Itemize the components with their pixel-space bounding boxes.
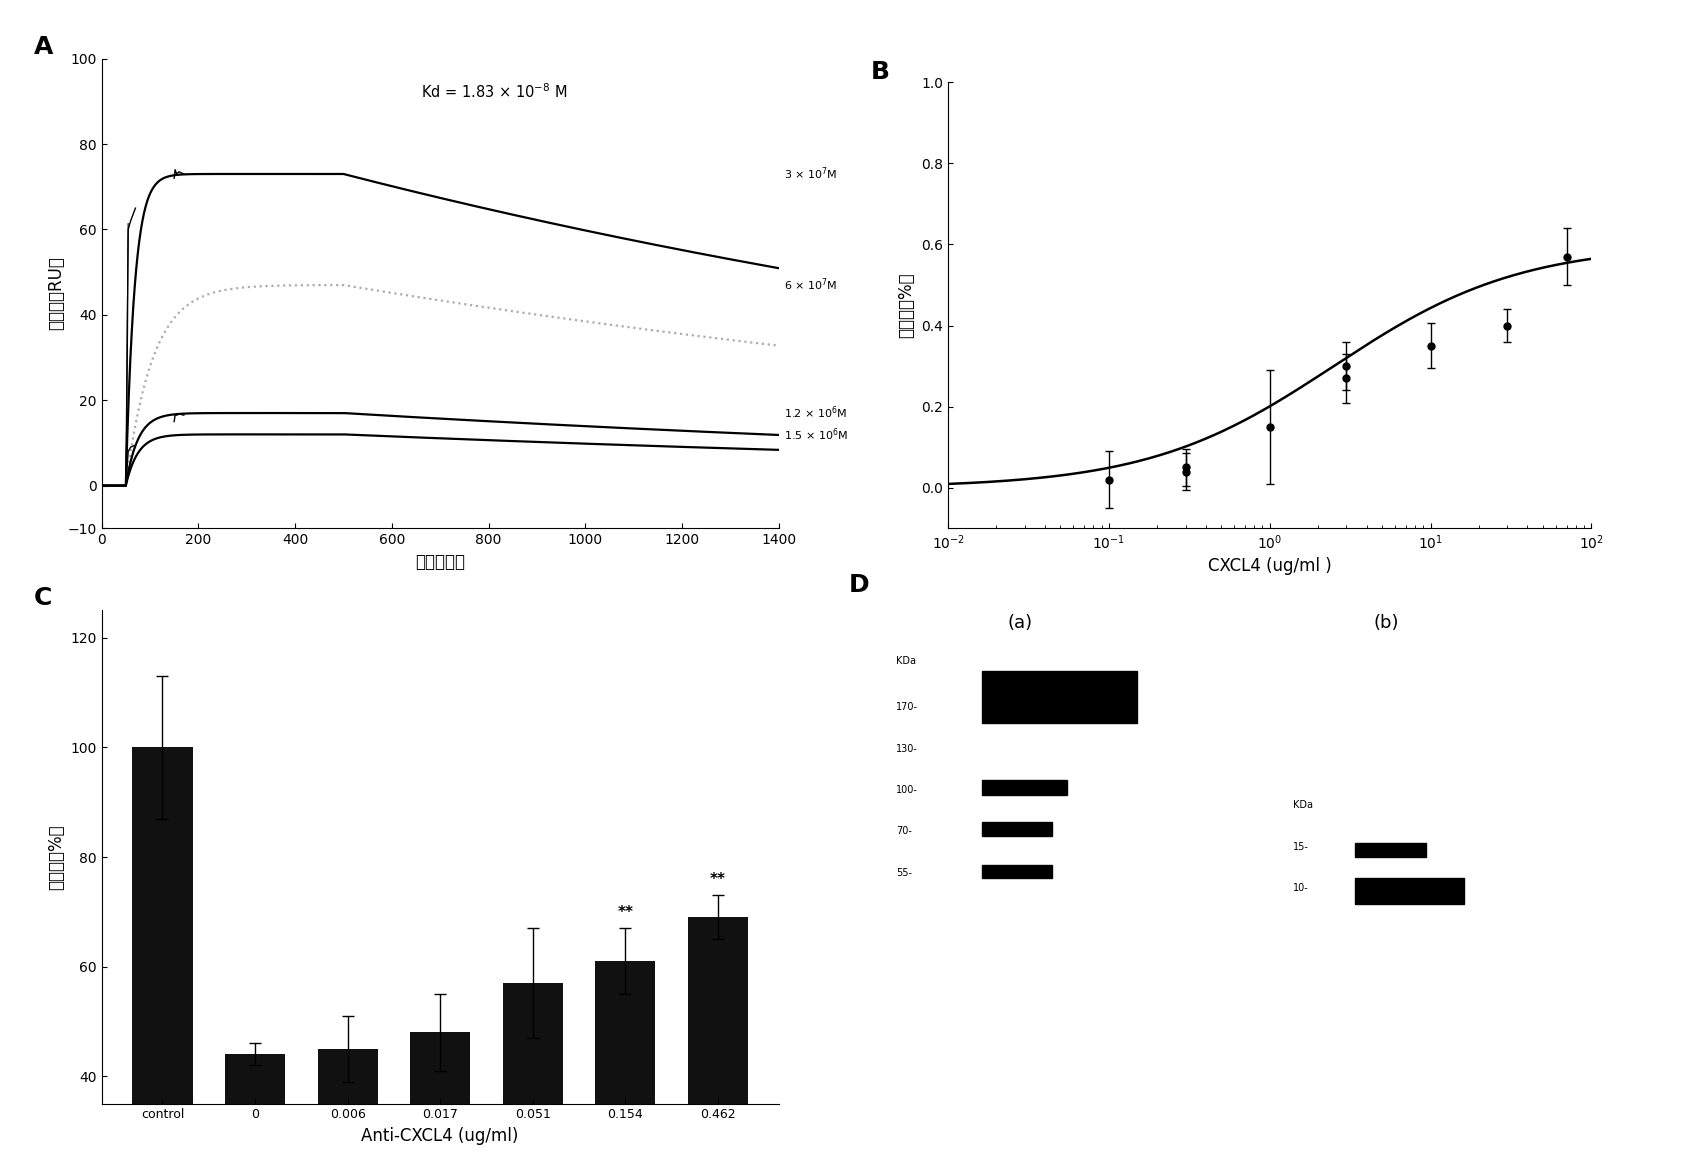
Bar: [687, 917, 748, 1174]
Bar: [596, 962, 655, 1174]
Text: Kd = 1.83 × 10$^{-8}$ M: Kd = 1.83 × 10$^{-8}$ M: [422, 82, 567, 101]
Text: **: **: [618, 905, 633, 920]
Text: 55-: 55-: [896, 868, 913, 877]
Text: 170-: 170-: [896, 702, 918, 713]
Text: A: A: [34, 35, 52, 59]
Y-axis label: 响应値（RU）: 响应値（RU）: [47, 257, 64, 330]
Text: (b): (b): [1373, 614, 1400, 633]
Text: 130-: 130-: [896, 743, 918, 754]
Text: 100-: 100-: [896, 785, 918, 795]
Bar: [982, 822, 1051, 836]
Text: 10-: 10-: [1293, 883, 1309, 893]
Text: 70-: 70-: [896, 826, 913, 836]
X-axis label: CXCL4 (ug/ml ): CXCL4 (ug/ml ): [1207, 558, 1332, 575]
Text: KDa: KDa: [896, 656, 916, 666]
Bar: [982, 780, 1067, 795]
Y-axis label: 生存率（%）: 生存率（%）: [47, 824, 64, 890]
Bar: [318, 1048, 378, 1174]
Text: (a): (a): [1007, 614, 1033, 633]
X-axis label: 时间（秒）: 时间（秒）: [415, 553, 466, 571]
Bar: [225, 1054, 284, 1174]
Bar: [982, 672, 1138, 723]
Bar: [132, 748, 193, 1174]
Text: C: C: [34, 586, 52, 609]
Text: 1.2 × 10$^6$M: 1.2 × 10$^6$M: [784, 405, 846, 421]
Text: B: B: [870, 60, 891, 83]
Bar: [503, 983, 562, 1174]
Text: KDa: KDa: [1293, 801, 1314, 810]
Y-axis label: 抑制率（%）: 抑制率（%）: [897, 272, 916, 338]
Text: 3 × 10$^7$M: 3 × 10$^7$M: [784, 166, 836, 182]
Bar: [1356, 878, 1464, 904]
Bar: [1356, 843, 1426, 857]
Bar: [982, 865, 1051, 878]
Text: **: **: [709, 872, 726, 888]
Text: 6 × 10$^7$M: 6 × 10$^7$M: [784, 277, 836, 294]
Bar: [410, 1032, 471, 1174]
X-axis label: Anti-CXCL4 (ug/ml): Anti-CXCL4 (ug/ml): [362, 1127, 518, 1145]
Text: D: D: [850, 573, 870, 596]
Text: 1.5 × 10$^6$M: 1.5 × 10$^6$M: [784, 426, 848, 443]
Text: 15-: 15-: [1293, 842, 1309, 851]
